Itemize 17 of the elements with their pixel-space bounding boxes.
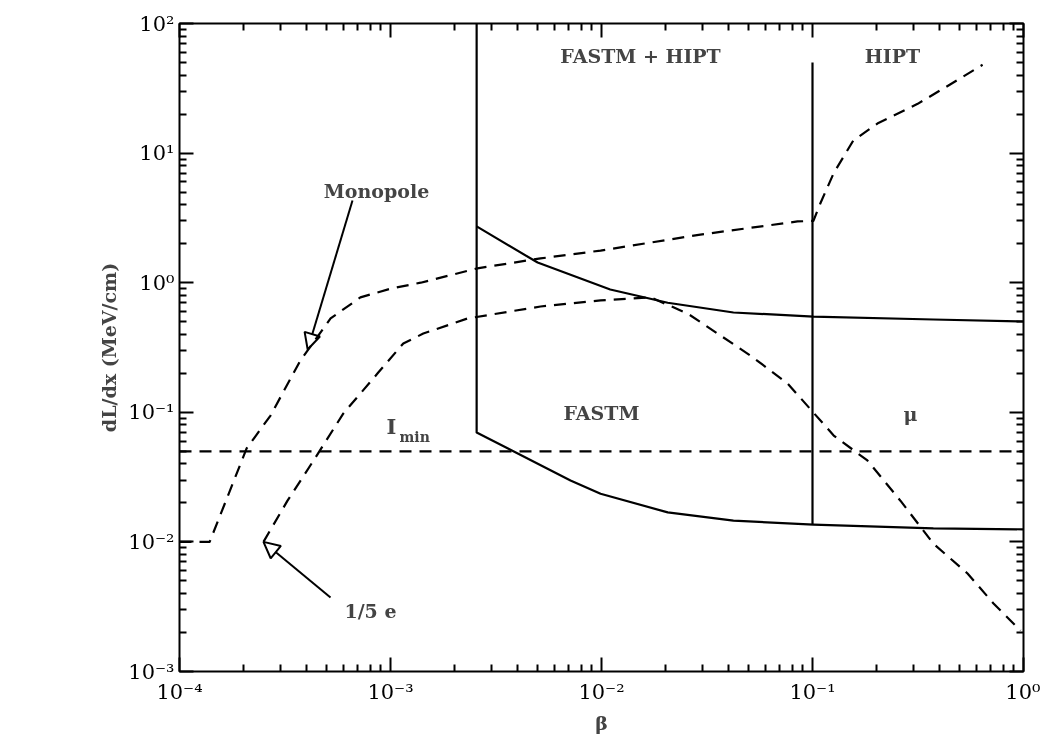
y-tick-label: 10⁻² (128, 529, 175, 554)
x-tick-label: 10⁰ (1005, 679, 1040, 704)
annotation: μ (903, 402, 918, 425)
y-tick-label: 10⁰ (139, 270, 175, 295)
annotation: Monopole (323, 179, 430, 202)
annotation: FASTM (563, 401, 640, 424)
annotation: 1/5 e (344, 599, 397, 622)
y-tick-label: 10⁻¹ (128, 400, 175, 425)
x-tick-label: 10⁻³ (367, 679, 414, 704)
x-tick-label: 10⁻² (578, 679, 625, 704)
x-tick-label: 10⁻¹ (789, 679, 836, 704)
y-axis-title: dL/dx (MeV/cm) (98, 262, 121, 433)
annotation: HIPT (864, 44, 921, 67)
x-axis-title: β (595, 711, 608, 734)
y-tick-label: 10¹ (139, 141, 175, 166)
y-tick-label: 10² (139, 11, 175, 36)
annotation: FASTM + HIPT (560, 44, 721, 67)
